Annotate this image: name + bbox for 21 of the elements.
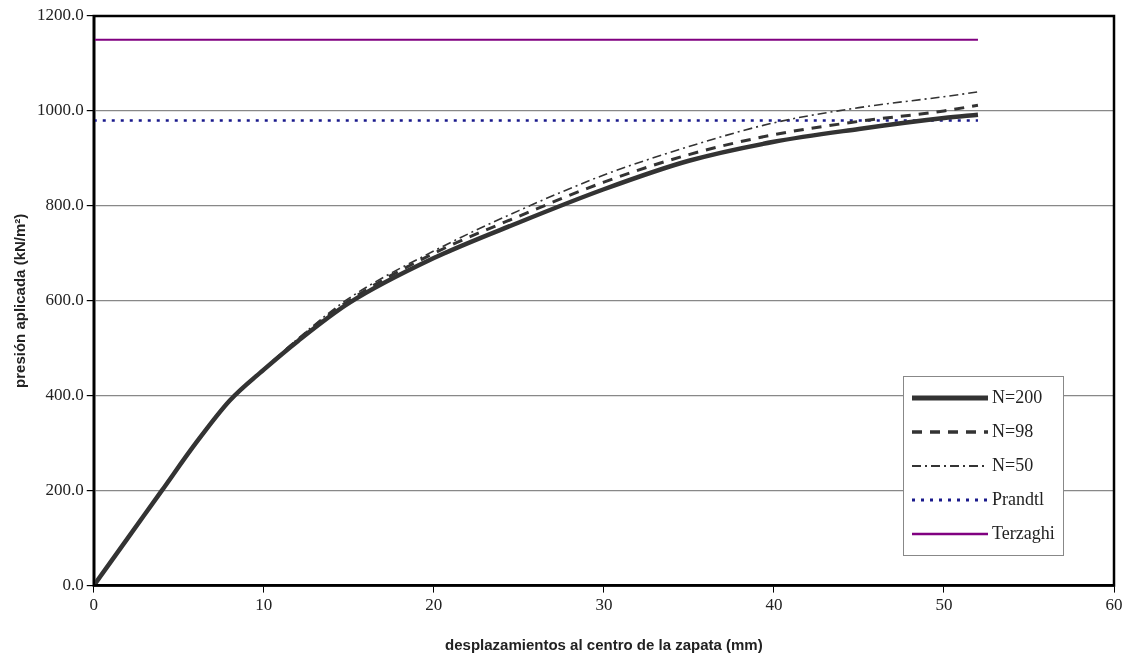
x-tick-label: 40 bbox=[765, 595, 783, 615]
x-tick-label: 30 bbox=[595, 595, 613, 615]
x-tick-label: 20 bbox=[425, 595, 443, 615]
y-tick-label: 400.0 bbox=[45, 385, 84, 405]
y-tick-label: 1200.0 bbox=[37, 5, 84, 25]
x-tick-label: 50 bbox=[935, 595, 953, 615]
y-tick-label: 800.0 bbox=[45, 195, 84, 215]
y-axis-title: presión aplicada (kN/m²) bbox=[11, 213, 29, 388]
y-tick-label: 200.0 bbox=[45, 480, 84, 500]
legend-label: N=50 bbox=[992, 455, 1034, 477]
legend-label: N=200 bbox=[992, 387, 1043, 409]
legend-label: N=98 bbox=[992, 421, 1034, 443]
x-tick-label: 10 bbox=[255, 595, 273, 615]
y-tick-label: 0.0 bbox=[62, 575, 84, 595]
y-tick-label: 600.0 bbox=[45, 290, 84, 310]
legend-label: Terzaghi bbox=[992, 523, 1055, 545]
x-tick-label: 60 bbox=[1105, 595, 1123, 615]
x-axis-title: desplazamientos al centro de la zapata (mm) bbox=[445, 636, 763, 654]
y-tick-label: 1000.0 bbox=[37, 100, 84, 120]
legend-label: Prandtl bbox=[992, 489, 1044, 511]
x-tick-label: 0 bbox=[89, 595, 98, 615]
